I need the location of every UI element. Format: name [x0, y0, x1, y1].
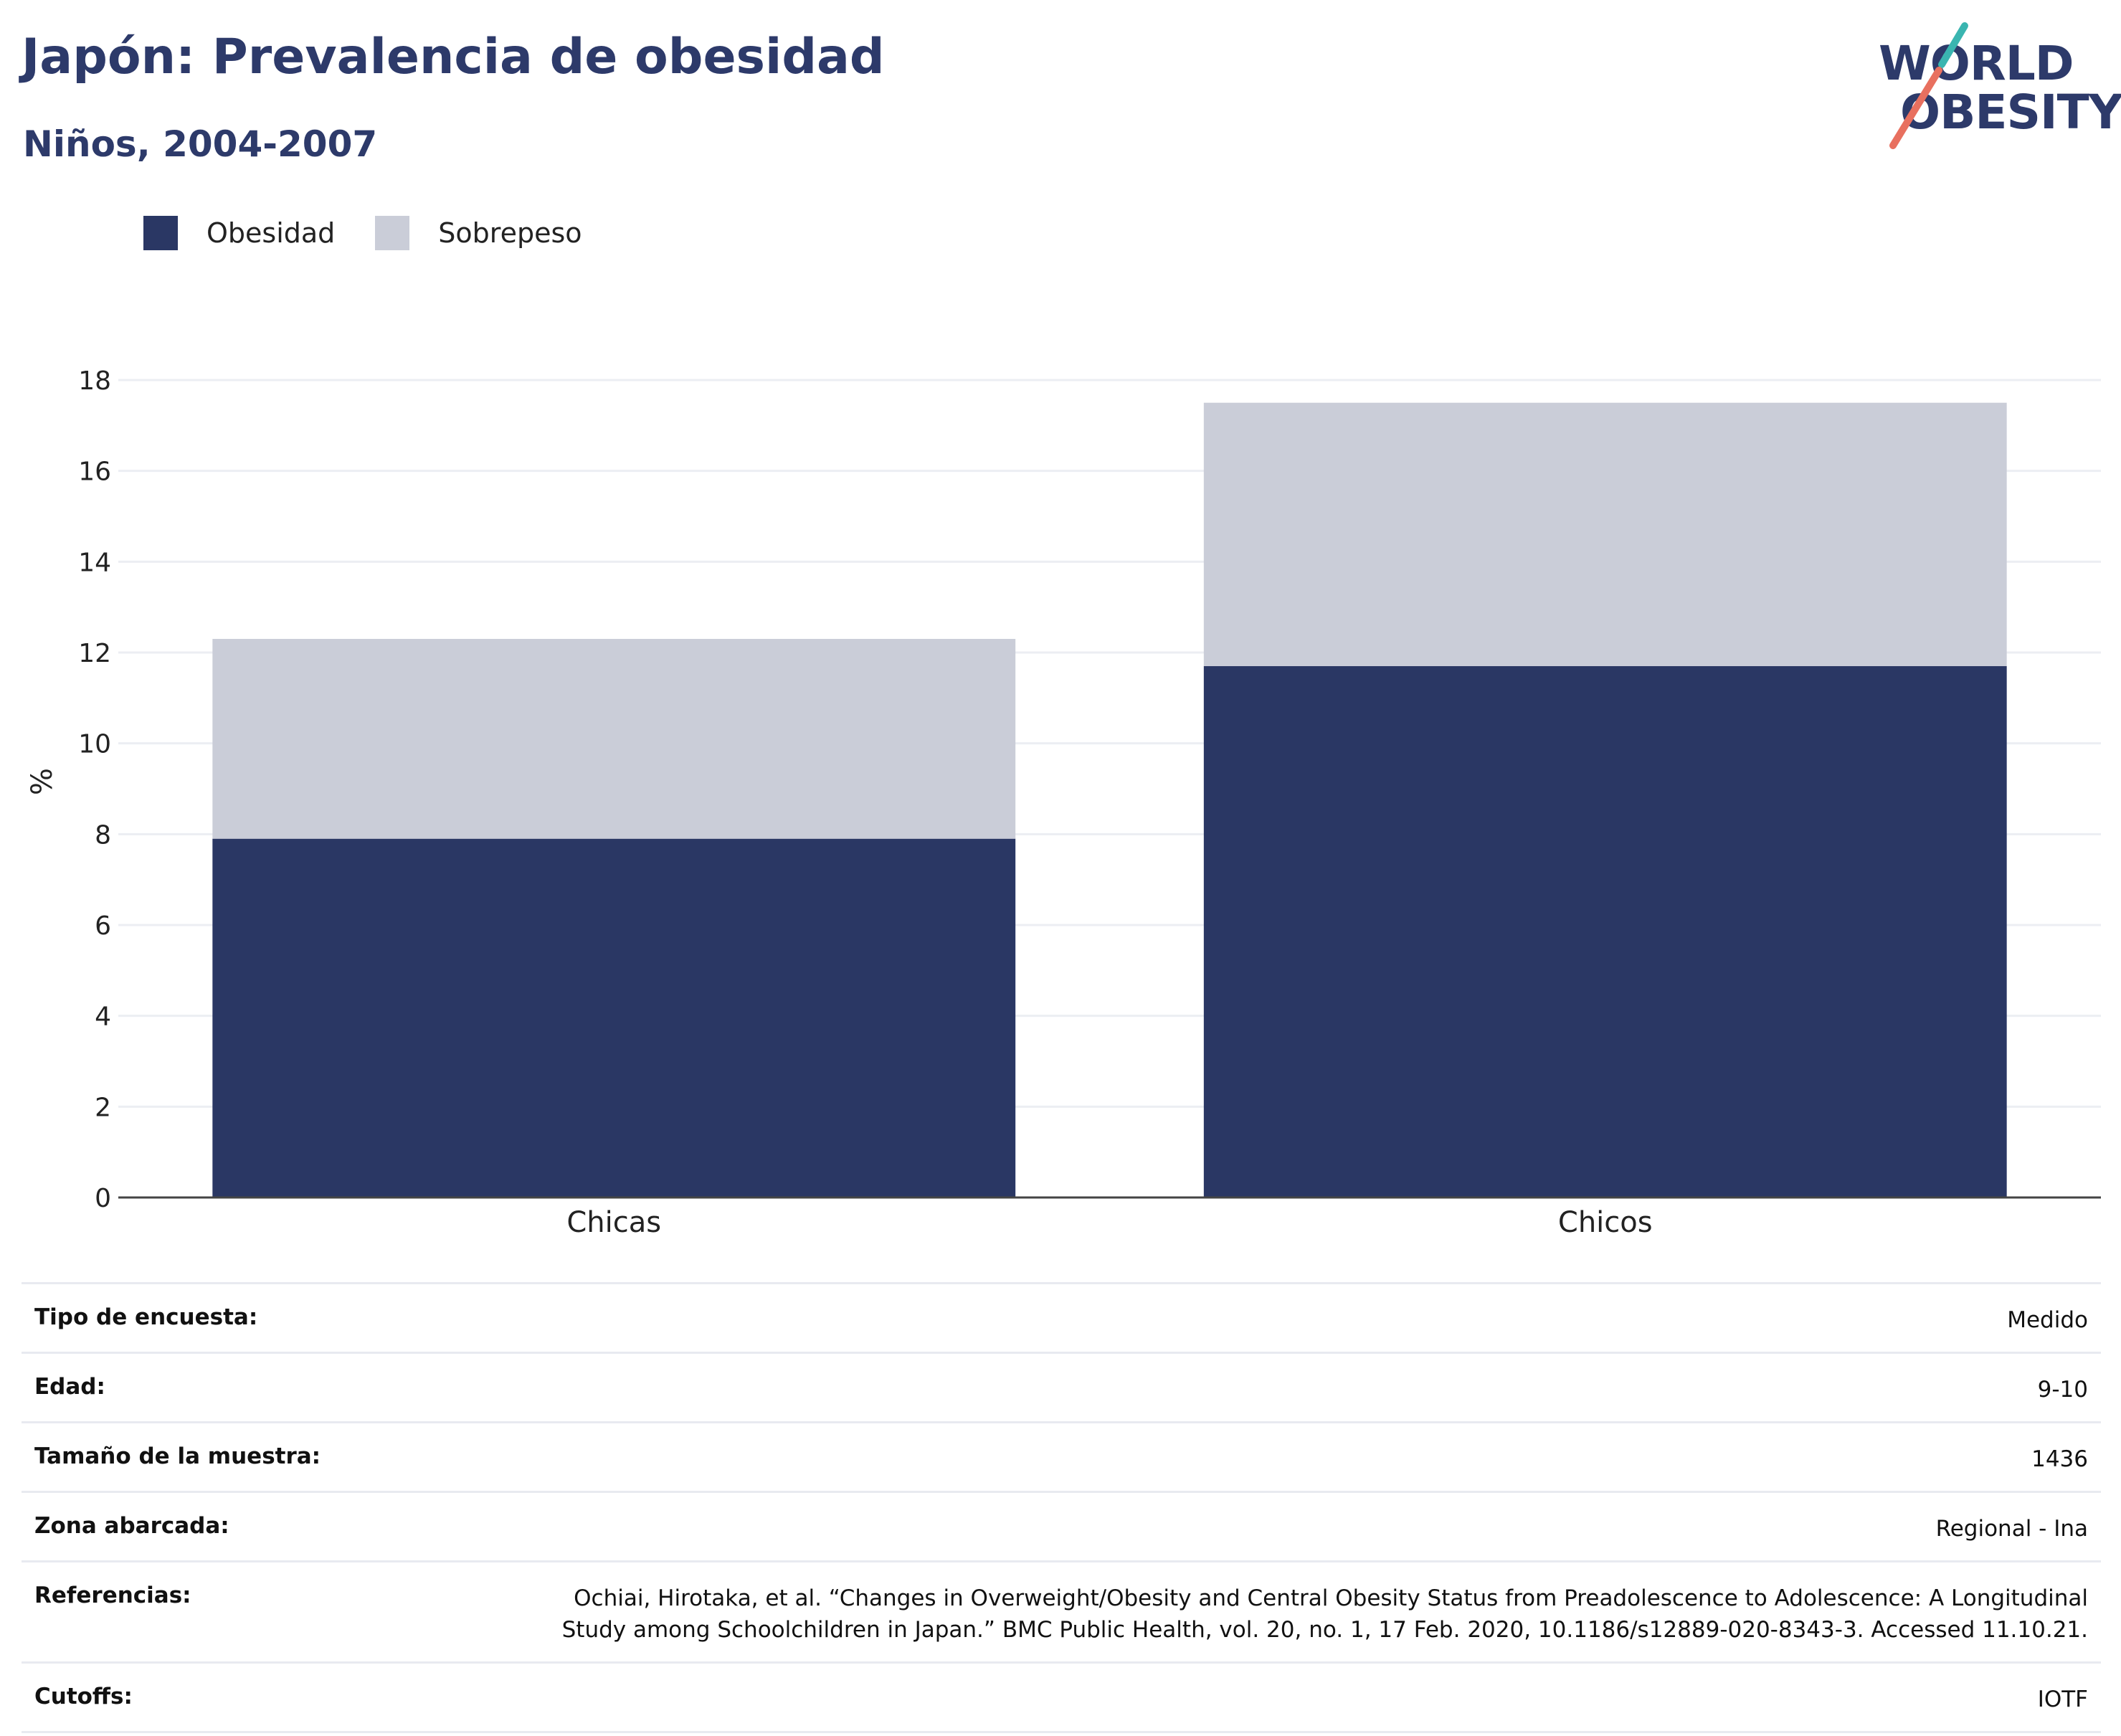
x-category-label: Chicas: [566, 1206, 661, 1239]
legend-item-obesidad[interactable]: Obesidad: [143, 216, 335, 250]
info-value: IOTF: [2037, 1687, 2088, 1712]
info-value: Medido: [2007, 1307, 2088, 1333]
info-row: Zona abarcada: Regional - Ina: [22, 1493, 2101, 1562]
legend-swatch-sobrepeso: [375, 216, 410, 250]
info-value: Ochiai, Hirotaka, et al. “Changes in Ove…: [561, 1585, 2088, 1643]
legend-item-sobrepeso[interactable]: Sobrepeso: [375, 216, 582, 250]
info-value: 9-10: [2037, 1377, 2088, 1403]
y-axis-ticks: 0 2 4 6 8 10 12 14 16 18: [78, 366, 111, 1213]
y-tick-label: 18: [78, 366, 111, 396]
bar-obesidad-chicas[interactable]: [212, 838, 1016, 1197]
world-obesity-logo: WORLD OBESITY: [1864, 20, 2121, 149]
info-row: Edad: 9-10: [22, 1354, 2101, 1423]
stacked-bar-chart: 0 2 4 6 8 10 12 14 16 18 Chicas Chicos %: [26, 366, 2101, 1239]
info-key: Tipo de encuesta:: [34, 1304, 258, 1330]
y-tick-label: 16: [78, 457, 111, 487]
y-tick-label: 8: [95, 820, 111, 850]
logo-slash-icon: [1889, 22, 1968, 149]
page-title: Japón: Prevalencia de obesidad: [22, 29, 885, 85]
y-tick-label: 4: [95, 1002, 111, 1032]
info-key: Zona abarcada:: [34, 1513, 229, 1539]
y-tick-label: 2: [95, 1093, 111, 1122]
x-category-label: Chicos: [1558, 1206, 1653, 1239]
info-key: Cutoffs:: [34, 1684, 133, 1709]
y-tick-label: 0: [95, 1184, 111, 1213]
info-row: Tamaño de la muestra: 1436: [22, 1423, 2101, 1493]
x-axis-categories: Chicas Chicos: [566, 1206, 1652, 1239]
page-subtitle: Niños, 2004-2007: [23, 123, 378, 165]
info-key: Referencias:: [34, 1583, 191, 1608]
legend-label-obesidad: Obesidad: [207, 217, 336, 249]
info-value: Regional - Ina: [1935, 1516, 2088, 1542]
info-key: Edad:: [34, 1374, 105, 1400]
info-row: Cutoffs: IOTF: [22, 1664, 2101, 1733]
bar-sobrepeso-chicos[interactable]: [1203, 402, 2007, 666]
info-row: Referencias: Ochiai, Hirotaka, et al. “Ch…: [22, 1562, 2101, 1664]
bar-sobrepeso-chicas[interactable]: [212, 639, 1016, 839]
y-tick-label: 10: [78, 730, 111, 759]
y-tick-label: 12: [78, 639, 111, 668]
chart-legend: Obesidad Sobrepeso: [143, 215, 622, 251]
y-tick-label: 6: [95, 911, 111, 941]
bars: [212, 402, 2007, 1197]
legend-swatch-obesidad: [143, 216, 178, 250]
logo-word-obesity: OBESITY: [1900, 85, 2121, 140]
info-value: 1436: [2031, 1446, 2088, 1472]
logo-word-world: WORLD: [1879, 36, 2074, 91]
y-axis-title: %: [26, 768, 59, 795]
survey-info-table: Tipo de encuesta: Medido Edad: 9-10 Tamaño d…: [22, 1282, 2101, 1733]
y-tick-label: 14: [78, 548, 111, 577]
bar-obesidad-chicos[interactable]: [1203, 666, 2007, 1197]
legend-label-sobrepeso: Sobrepeso: [438, 217, 582, 249]
info-row: Tipo de encuesta: Medido: [22, 1284, 2101, 1354]
info-key: Tamaño de la muestra:: [34, 1443, 321, 1469]
